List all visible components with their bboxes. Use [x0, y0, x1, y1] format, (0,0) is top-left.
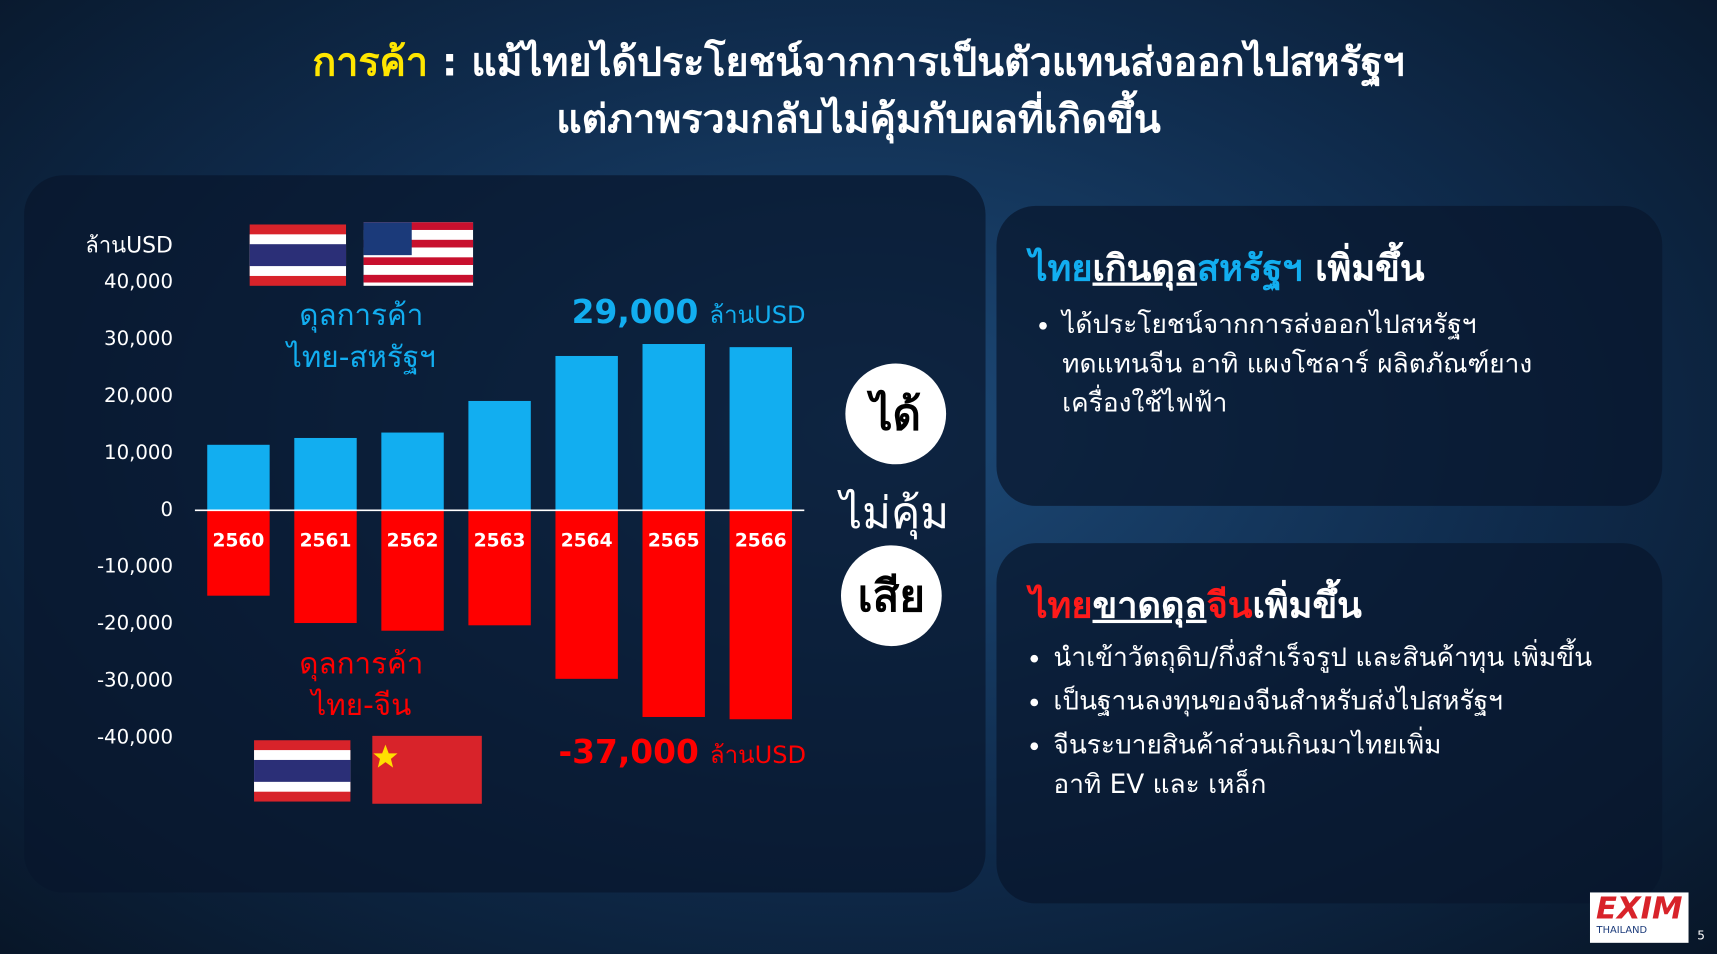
- x-tick-label: 2566: [735, 530, 787, 551]
- x-tick-label: 2563: [474, 530, 526, 551]
- bar: [555, 510, 618, 679]
- flag-thai: [249, 224, 347, 286]
- logo-sub: THAILAND: [1596, 925, 1648, 937]
- y-tick-label: -20,000: [97, 612, 173, 635]
- y-tick-label: -10,000: [97, 555, 173, 578]
- heading-part: เพิ่มขึ้น: [1302, 246, 1425, 290]
- y-tick-label: 10,000: [104, 441, 173, 464]
- bar: [729, 347, 792, 511]
- bullet: นำเข้าวัตถุดิบ/กึ่งสำเร็จรูป และสินค้าทุ…: [1053, 637, 1592, 676]
- bullet: จีนระบายสินค้าส่วนเกินมาไทยเพิ่ม อาทิ EV…: [1053, 725, 1592, 804]
- y-tick-label: -40,000: [97, 726, 173, 749]
- title-text: : แม้ไทยได้ประโยชน์จากการเป็นตัวแทนส่งออ…: [428, 40, 1405, 86]
- panel-surplus: ไทยเกินดุลสหรัฐฯ เพิ่มขึ้น ได้ประโยชน์จา…: [996, 205, 1663, 506]
- annotation: 29,000 ล้านUSD: [572, 293, 806, 334]
- bullet: เป็นฐานลงทุนของจีนสำหรับส่งไปสหรัฐฯ: [1053, 681, 1592, 720]
- y-tick-label: -30,000: [97, 669, 173, 692]
- y-tick-label: 0: [160, 498, 173, 521]
- bar: [468, 400, 531, 511]
- bar: [468, 510, 531, 626]
- y-axis-label: ล้านUSD: [85, 233, 172, 258]
- logo-text: EXIM: [1596, 890, 1683, 927]
- bar: [207, 444, 270, 511]
- flag-us: [363, 222, 474, 286]
- bullet-list: ได้ประโยชน์จากการส่งออกไปสหรัฐฯ ทดแทนจีน…: [1036, 304, 1532, 427]
- annotation-value: -37,000: [558, 733, 699, 772]
- title-line-2: แต่ภาพรวมกลับไม่คุ้มกับผลที่เกิดขึ้น: [556, 97, 1161, 143]
- heading-part: จีน: [1206, 583, 1253, 627]
- bar: [207, 510, 270, 596]
- panel-heading: ไทยขาดดุลจีนเพิ่มขึ้น: [1029, 576, 1362, 634]
- x-tick-label: 2561: [300, 530, 352, 551]
- bullet-list: นำเข้าวัตถุดิบ/กึ่งสำเร็จรูป และสินค้าทุ…: [1027, 637, 1592, 808]
- verdict-gain: ได้: [845, 363, 947, 465]
- x-tick-label: 2564: [561, 530, 613, 551]
- panel-deficit: ไทยขาดดุลจีนเพิ่มขึ้น นำเข้าวัตถุดิบ/กึ่…: [996, 543, 1663, 904]
- bar: [642, 510, 705, 717]
- verdict-net: ไม่คุ้ม: [840, 488, 950, 539]
- annotation-unit: ล้านUSD: [709, 742, 807, 770]
- bar: [381, 510, 444, 631]
- heading-part: สหรัฐฯ: [1197, 246, 1303, 290]
- annotation-value: 29,000: [571, 293, 699, 332]
- panel-heading: ไทยเกินดุลสหรัฐฯ เพิ่มขึ้น: [1029, 239, 1424, 297]
- heading-part: ไทย: [1029, 246, 1093, 290]
- heading-part: เพิ่มขึ้น: [1252, 583, 1362, 627]
- y-tick-label: 40,000: [104, 270, 173, 293]
- y-tick-label: 20,000: [104, 384, 173, 407]
- flag-thai: [254, 740, 351, 802]
- flag-china: [372, 735, 482, 804]
- bar: [381, 432, 444, 511]
- bar: [642, 344, 705, 511]
- bar: [294, 510, 357, 624]
- title-line-1: การค้า : แม้ไทยได้ประโยชน์จากการเป็นตัวแ…: [0, 31, 1717, 93]
- title-highlight: การค้า: [312, 40, 429, 86]
- page-number: 5: [1697, 928, 1705, 943]
- heading-part: เกินดุล: [1092, 246, 1198, 290]
- legend-label: ดุลการค้า ไทย-สหรัฐฯ: [287, 298, 436, 375]
- logo: EXIM THAILAND: [1589, 890, 1689, 943]
- x-tick-label: 2565: [648, 530, 700, 551]
- bar: [555, 355, 618, 511]
- bar: [294, 437, 357, 511]
- heading-part: ไทย: [1029, 583, 1093, 627]
- legend-label: ดุลการค้า ไทย-จีน: [299, 647, 424, 723]
- heading-part: ขาดดุล: [1092, 583, 1207, 627]
- x-tick-label: 2560: [213, 530, 265, 551]
- verdict-loss: เสีย: [840, 545, 942, 647]
- bullet: ได้ประโยชน์จากการส่งออกไปสหรัฐฯ ทดแทนจีน…: [1062, 304, 1532, 422]
- annotation: -37,000 ล้านUSD: [558, 734, 806, 775]
- annotation-unit: ล้านUSD: [709, 302, 806, 330]
- bar: [729, 510, 792, 720]
- x-tick-label: 2562: [387, 530, 439, 551]
- y-tick-label: 30,000: [104, 327, 173, 350]
